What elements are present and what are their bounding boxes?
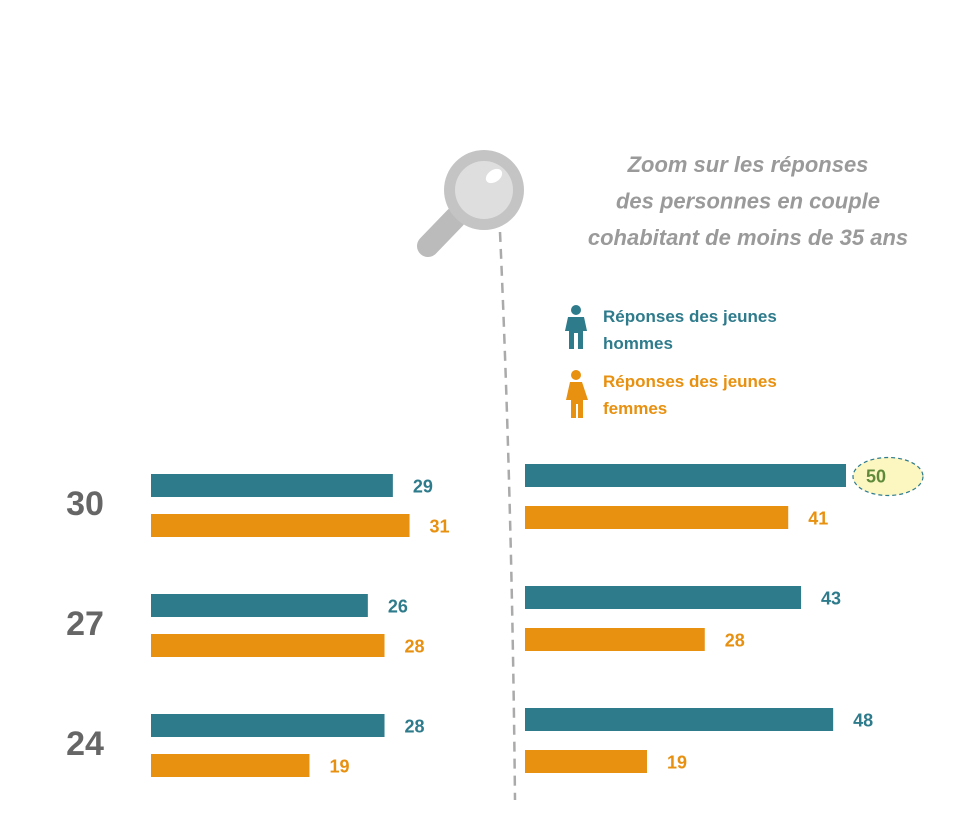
value-label: 28 bbox=[405, 716, 425, 736]
value-label: 41 bbox=[808, 508, 828, 528]
value-label: 29 bbox=[413, 476, 433, 496]
bar bbox=[525, 586, 802, 609]
bar bbox=[525, 750, 647, 773]
group-total: 24 bbox=[66, 725, 104, 763]
bar bbox=[525, 464, 846, 487]
woman-icon bbox=[566, 370, 588, 418]
highlight-circle bbox=[852, 456, 924, 497]
legend-entry: Réponses des jeunes hommes bbox=[603, 307, 777, 353]
legend-entry: Réponses des jeunes femmes bbox=[603, 372, 777, 418]
bar bbox=[151, 634, 385, 657]
bar bbox=[525, 708, 834, 731]
value-label: 19 bbox=[329, 756, 349, 776]
value-label: 26 bbox=[388, 596, 408, 616]
bar bbox=[525, 628, 705, 651]
bar bbox=[151, 594, 368, 617]
value-label: 50 bbox=[866, 466, 886, 486]
group-total: 30 bbox=[66, 485, 104, 523]
value-label: 19 bbox=[667, 752, 687, 772]
bar bbox=[151, 714, 385, 737]
annotation: des personnes en couple bbox=[616, 188, 880, 213]
divider bbox=[498, 231, 517, 801]
annotation: cohabitant de moins de 35 ans bbox=[588, 225, 908, 250]
bar bbox=[151, 514, 410, 537]
bar bbox=[151, 474, 393, 497]
value-label: 28 bbox=[725, 630, 745, 650]
annotation: Zoom sur les réponses bbox=[627, 152, 869, 177]
bar bbox=[525, 506, 789, 529]
magnifier-icon bbox=[417, 150, 524, 257]
group-total: 27 bbox=[66, 605, 104, 643]
value-label: 28 bbox=[405, 636, 425, 656]
value-label: 43 bbox=[821, 588, 841, 608]
value-label: 48 bbox=[853, 710, 873, 730]
man-icon bbox=[565, 305, 587, 349]
value-label: 31 bbox=[430, 516, 450, 536]
bar bbox=[151, 754, 310, 777]
